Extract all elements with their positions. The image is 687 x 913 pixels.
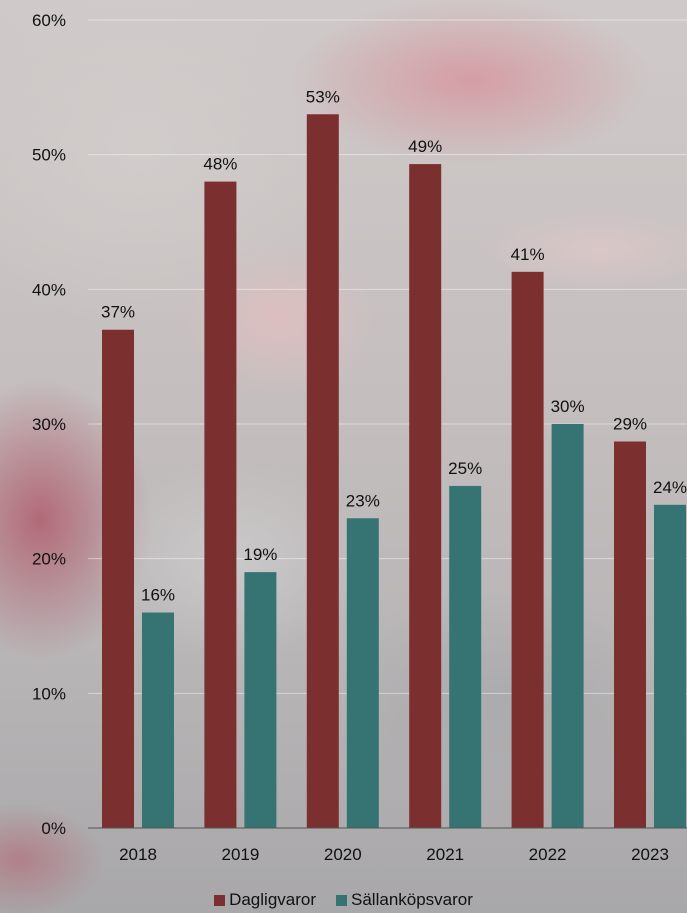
legend-item-dagligvaror: Dagligvaror <box>214 890 316 910</box>
x-tick-label: 2023 <box>631 845 669 864</box>
legend-label-sallankopsvaror: Sällanköpsvaror <box>351 890 473 909</box>
bars <box>102 114 686 829</box>
x-tick-label: 2020 <box>324 845 362 864</box>
data-label: 41% <box>511 245 545 264</box>
y-tick-label: 20% <box>32 550 66 569</box>
bar-dagligvaror-2020 <box>306 114 339 829</box>
data-labels: 37% 16% 48% 19% 53% 23% 49% 25% 41% 30% 29% 24% <box>101 87 687 604</box>
y-tick-label: 50% <box>32 146 66 165</box>
data-label: 25% <box>448 459 482 478</box>
y-tick-label: 0% <box>41 819 66 838</box>
data-label: 19% <box>243 545 277 564</box>
y-tick-label: 40% <box>32 280 66 299</box>
legend-item-sallankopsvaror: Sällanköpsvaror <box>336 890 473 910</box>
x-tick-label: 2021 <box>426 845 464 864</box>
bar-sallankopsvaror-2023 <box>654 504 686 828</box>
data-label: 37% <box>101 303 135 322</box>
data-label: 49% <box>408 137 442 156</box>
x-tick-label: 2019 <box>221 845 259 864</box>
data-label: 24% <box>653 478 687 497</box>
x-tick-label: 2018 <box>119 845 157 864</box>
y-tick-label: 10% <box>32 684 66 703</box>
bar-sallankopsvaror-2019 <box>244 572 277 828</box>
legend: Dagligvaror Sällanköpsvaror <box>0 888 687 912</box>
legend-swatch-sallankopsvaror <box>336 894 348 906</box>
data-label: 16% <box>141 586 175 605</box>
bar-dagligvaror-2022 <box>511 271 544 828</box>
bar-sallankopsvaror-2022 <box>551 424 584 828</box>
x-tick-label: 2022 <box>529 845 567 864</box>
gridlines <box>88 19 687 694</box>
y-tick-label: 30% <box>32 415 66 434</box>
data-label: 29% <box>613 415 647 434</box>
y-axis-ticks: 0% 10% 20% 30% 40% 50% 60% <box>32 11 66 838</box>
bar-sallankopsvaror-2021 <box>449 485 482 828</box>
data-label: 30% <box>551 397 585 416</box>
bar-sallankopsvaror-2018 <box>142 612 174 828</box>
legend-label-dagligvaror: Dagligvaror <box>229 890 317 909</box>
x-axis-ticks: 2018 2019 2020 2021 2022 2023 <box>119 845 669 864</box>
bar-dagligvaror-2021 <box>409 164 442 829</box>
y-tick-label: 60% <box>32 11 66 30</box>
bar-dagligvaror-2019 <box>204 181 237 829</box>
bar-dagligvaror-2018 <box>102 329 134 828</box>
bar-dagligvaror-2023 <box>614 441 646 828</box>
data-label: 23% <box>346 491 380 510</box>
legend-swatch-dagligvaror <box>214 894 226 906</box>
data-label: 48% <box>203 155 237 174</box>
data-label: 53% <box>306 87 340 106</box>
bar-sallankopsvaror-2020 <box>346 518 379 828</box>
